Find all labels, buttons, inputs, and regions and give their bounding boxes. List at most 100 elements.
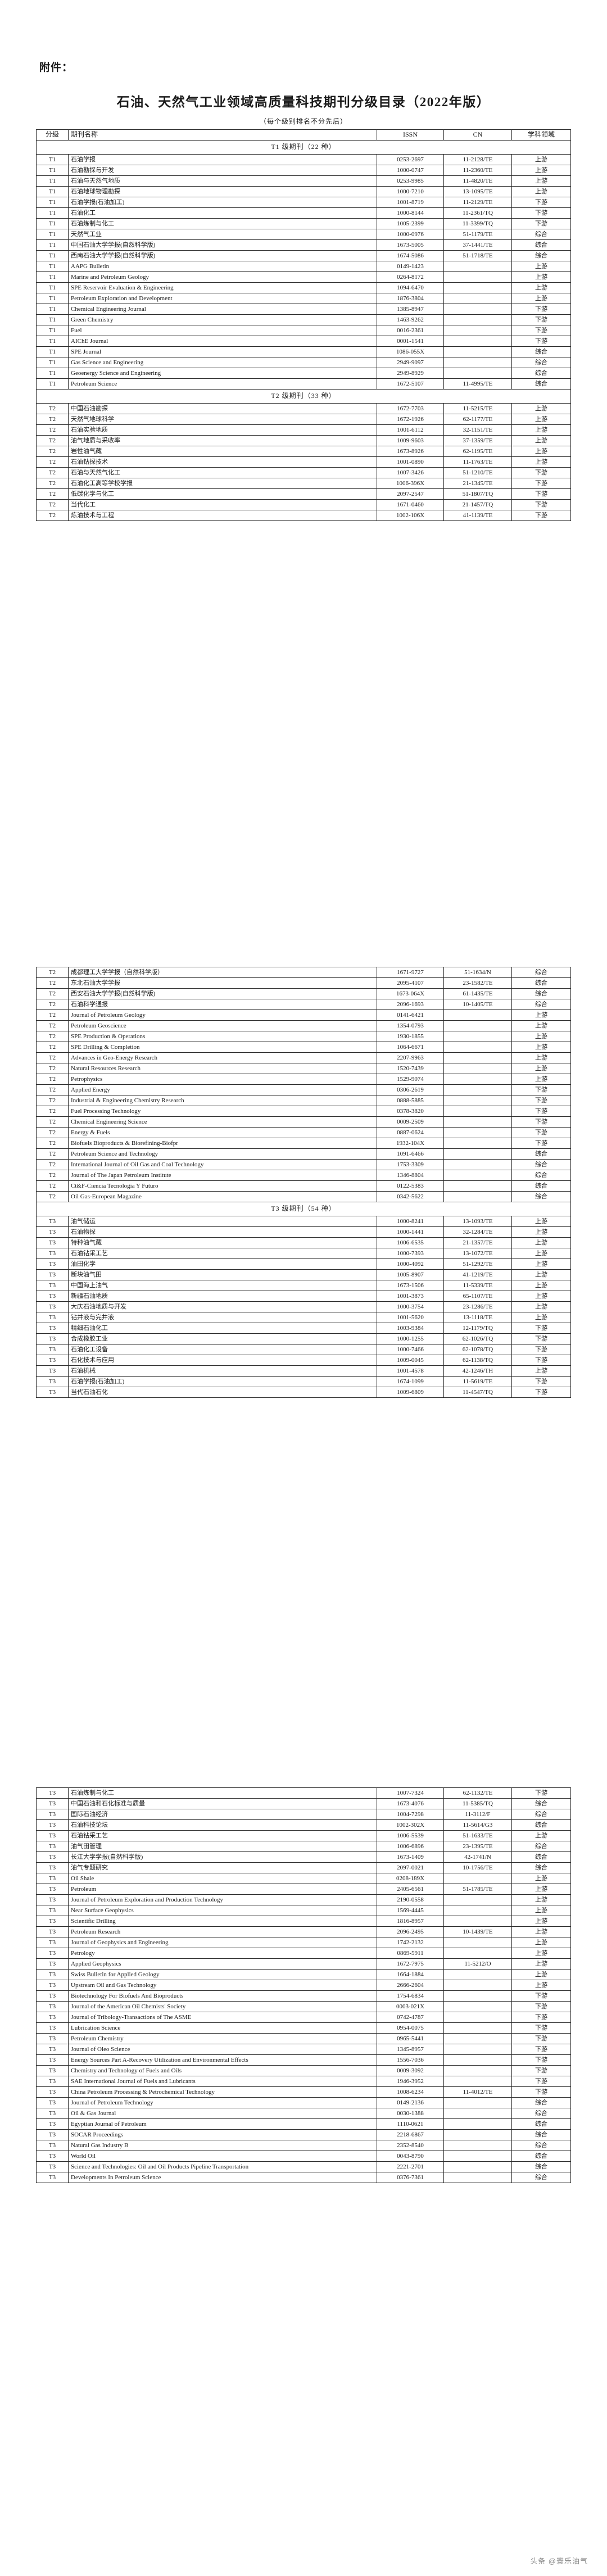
cell-issn: 1742-2132 [377, 1937, 444, 1948]
cell-issn: 0253-9985 [377, 175, 444, 187]
column-header-issn: ISSN [377, 129, 444, 141]
cell-rank: T3 [36, 1237, 69, 1248]
cell-field: 下游 [511, 325, 571, 336]
table-row: T1 Fuel 0016-2361 下游 [36, 325, 571, 336]
cell-rank: T3 [36, 1333, 69, 1344]
cell-journal-name: Petroleum [68, 1884, 377, 1895]
cell-cn [443, 1095, 512, 1106]
cell-field: 综合 [511, 1798, 571, 1809]
cell-journal-name: Applied Energy [68, 1084, 377, 1095]
cell-field: 上游 [511, 403, 571, 414]
cell-field: 下游 [511, 1323, 571, 1334]
cell-field: 上游 [511, 261, 571, 272]
table-row: T2 Advances in Geo-Energy Research 2207-99… [36, 1052, 571, 1063]
cell-field: 上游 [511, 1020, 571, 1031]
cell-cn [443, 1116, 512, 1128]
table-row: T1 石油学报 0253-2697 11-2128/TE 上游 [36, 154, 571, 165]
cell-issn: 1001-8719 [377, 197, 444, 208]
table-row: T1 石油炼制与化工 1005-2399 11-3399/TQ 下游 [36, 218, 571, 229]
table-row: T3 Petrology 0869-5911 上游 [36, 1948, 571, 1959]
cell-journal-name: China Petroleum Processing & Petrochemic… [68, 2086, 377, 2098]
cell-rank: T3 [36, 2022, 69, 2034]
column-header-field: 学科领域 [511, 129, 571, 141]
cell-field: 上游 [511, 293, 571, 304]
cell-journal-name: 当代化工 [68, 499, 377, 510]
cell-field: 综合 [511, 2161, 571, 2172]
cell-field: 综合 [511, 967, 571, 978]
cell-journal-name: 石油物探 [68, 1226, 377, 1238]
cell-journal-name: Energy Sources Part A-Recovery Utilizati… [68, 2054, 377, 2066]
cell-rank: T3 [36, 1376, 69, 1387]
table-row: T2 石油钻探技术 1001-0890 11-1763/TE 上游 [36, 456, 571, 468]
table-row: T1 Petroleum Science 1672-5107 11-4995/TE 综合 [36, 378, 571, 390]
table-row: T3 Energy Sources Part A-Recovery Utiliza… [36, 2054, 571, 2066]
cell-journal-name: 当代石油石化 [68, 1387, 377, 1398]
cell-issn: 1672-7975 [377, 1958, 444, 1970]
cell-issn: 2218-6867 [377, 2129, 444, 2140]
cell-field: 上游 [511, 1926, 571, 1937]
cell-issn: 1753-3309 [377, 1159, 444, 1170]
cell-cn: 11-5339/TE [443, 1280, 512, 1291]
cell-cn [443, 2044, 512, 2055]
table-row: T2 石油科学通报 2096-1693 10-1405/TE 综合 [36, 999, 571, 1010]
cell-rank: T2 [36, 414, 69, 425]
cell-issn: 2221-2701 [377, 2161, 444, 2172]
table-row: T2 低碳化学与化工 2097-2547 51-1807/TQ 下游 [36, 488, 571, 500]
cell-rank: T2 [36, 988, 69, 999]
cell-field: 综合 [511, 999, 571, 1010]
attachment-label: 附件： [39, 62, 74, 74]
cell-cn [443, 1937, 512, 1948]
cell-field: 下游 [511, 2001, 571, 2012]
cell-journal-name: Chemical Engineering Science [68, 1116, 377, 1128]
table-row: T3 石油科技论坛 1002-302X 11-5614/G3 综合 [36, 1819, 571, 1831]
cell-cn [443, 325, 512, 336]
cell-rank: T2 [36, 499, 69, 510]
cell-issn: 1674-5086 [377, 250, 444, 261]
table-row: T1 石油学报(石油加工) 1001-8719 11-2129/TE 下游 [36, 197, 571, 208]
cell-cn [443, 2129, 512, 2140]
cell-journal-name: Marine and Petroleum Geology [68, 271, 377, 283]
cell-issn: 1009-0045 [377, 1355, 444, 1366]
cell-issn: 1556-7036 [377, 2054, 444, 2066]
cell-issn: 1346-8804 [377, 1170, 444, 1181]
cell-field: 下游 [511, 304, 571, 315]
table-row: T3 Oil & Gas Journal 0030-1388 综合 [36, 2108, 571, 2119]
cell-issn: 1672-1926 [377, 414, 444, 425]
cell-journal-name: SAE International Journal of Fuels and L… [68, 2076, 377, 2087]
cell-issn: 2207-9963 [377, 1052, 444, 1063]
cell-journal-name: Gas Science and Engineering [68, 357, 377, 368]
cell-cn: 11-2361/TQ [443, 207, 512, 219]
cell-journal-name: 石油化工 [68, 207, 377, 219]
cell-journal-name: Petroleum Science [68, 378, 377, 390]
cell-field: 下游 [511, 467, 571, 478]
cell-rank: T3 [36, 1937, 69, 1948]
cell-journal-name: 油气田管理 [68, 1841, 377, 1852]
table-row: T3 石油物探 1000-1441 32-1284/TE 上游 [36, 1226, 571, 1238]
cell-rank: T2 [36, 1138, 69, 1149]
cell-rank: T3 [36, 1258, 69, 1270]
cell-journal-name: 石油实验地质 [68, 424, 377, 436]
cell-issn: 0149-2136 [377, 2097, 444, 2108]
cell-field: 上游 [511, 1365, 571, 1377]
cell-field: 上游 [511, 1830, 571, 1841]
cell-rank: T3 [36, 1280, 69, 1291]
cell-issn: 1003-9384 [377, 1323, 444, 1334]
table-row: T2 Chemical Engineering Science 0009-2509 下… [36, 1116, 571, 1128]
cell-field: 综合 [511, 239, 571, 251]
cell-issn: 2405-6561 [377, 1884, 444, 1895]
cell-rank: T3 [36, 1830, 69, 1841]
cell-journal-name: 石油炼制与化工 [68, 1787, 377, 1799]
cell-journal-name: 石油与天然气化工 [68, 467, 377, 478]
cell-field: 上游 [511, 1312, 571, 1323]
cell-issn: 1001-3873 [377, 1291, 444, 1302]
cell-cn: 62-1132/TE [443, 1787, 512, 1799]
cell-issn: 0342-5622 [377, 1191, 444, 1202]
cell-issn: 1671-0460 [377, 499, 444, 510]
cell-cn [443, 1980, 512, 1991]
page-subtitle: （每个级别排名不分先后） [259, 117, 347, 125]
cell-field: 下游 [511, 1095, 571, 1106]
cell-journal-name: Petroleum Science and Technology [68, 1148, 377, 1160]
cell-cn: 10-1405/TE [443, 999, 512, 1010]
cell-journal-name: 石油学报 [68, 154, 377, 165]
cell-journal-name: Ct&F-Ciencia Tecnologia Y Futuro [68, 1180, 377, 1192]
